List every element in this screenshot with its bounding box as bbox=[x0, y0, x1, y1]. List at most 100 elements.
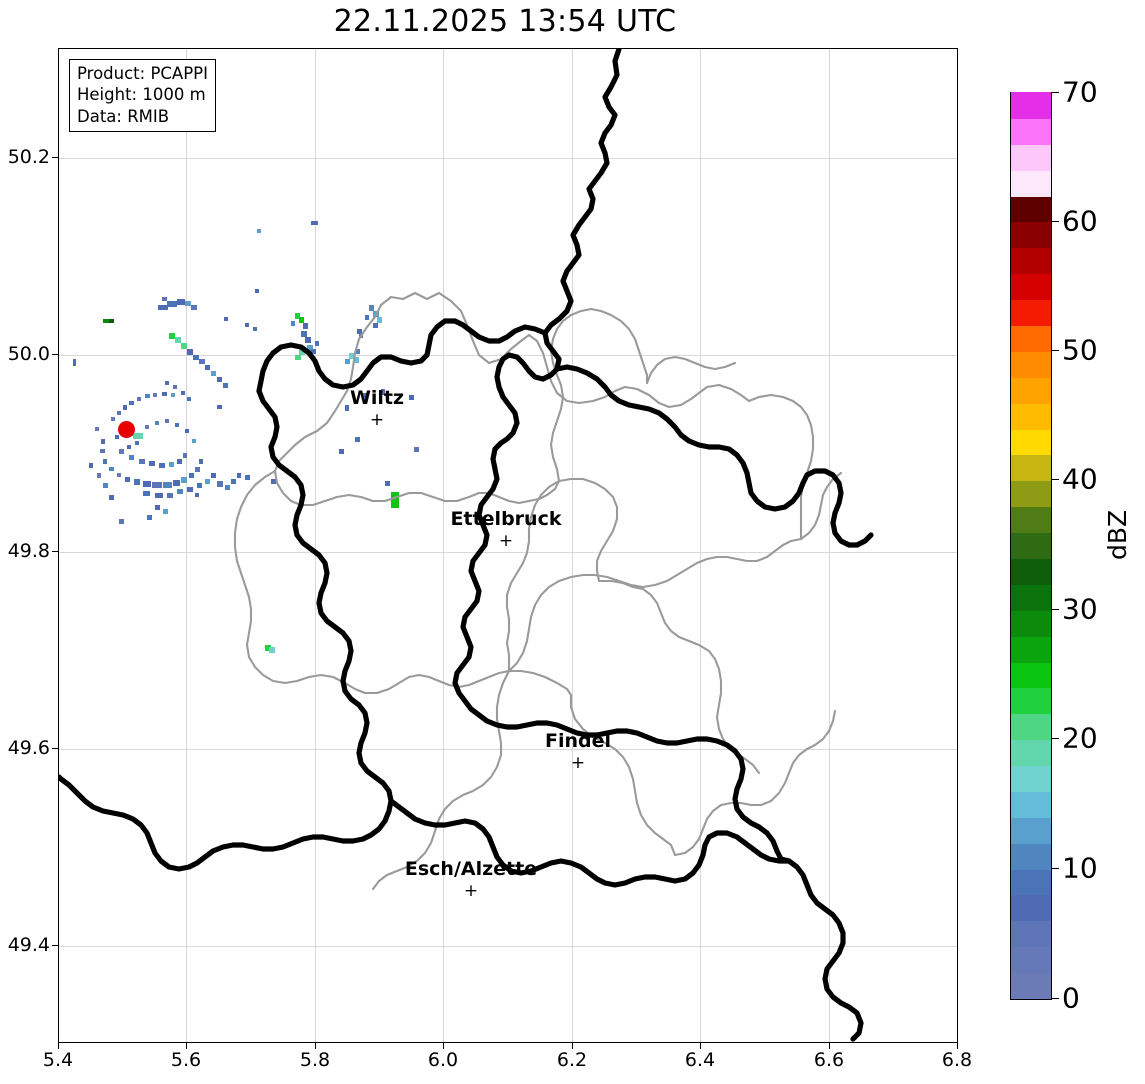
y-tick-mark bbox=[52, 551, 58, 552]
colorbar-tick-mark bbox=[1052, 221, 1059, 223]
colorbar-band bbox=[1011, 868, 1051, 896]
colorbar-band bbox=[1011, 713, 1051, 741]
map-geometry bbox=[59, 49, 874, 1042]
colorbar-tick-label: 60 bbox=[1062, 204, 1098, 238]
city-marker-icon: + bbox=[498, 531, 514, 551]
gridline-vertical bbox=[186, 49, 188, 1042]
gridline-vertical bbox=[443, 49, 445, 1042]
colorbar-band bbox=[1011, 790, 1051, 818]
x-tick-mark bbox=[572, 1043, 573, 1049]
colorbar-band bbox=[1011, 816, 1051, 844]
colorbar-band bbox=[1011, 687, 1051, 715]
colorbar-tick-mark bbox=[1052, 92, 1059, 94]
colorbar-band bbox=[1011, 842, 1051, 870]
colorbar-band bbox=[1011, 169, 1051, 197]
x-tick-mark bbox=[315, 1043, 316, 1049]
echo-clutter-cluster bbox=[89, 392, 241, 524]
info-product-line: Product: PCAPPI bbox=[77, 64, 208, 83]
colorbar-tick-mark bbox=[1052, 609, 1059, 611]
colorbar-tick-mark bbox=[1052, 998, 1059, 1000]
colorbar-tick-mark bbox=[1052, 350, 1059, 352]
colorbar-band bbox=[1011, 920, 1051, 948]
gridline-horizontal bbox=[59, 946, 957, 947]
y-tick-mark bbox=[52, 157, 58, 158]
echo-isolated-cell bbox=[385, 481, 399, 508]
echo-scattered bbox=[73, 221, 419, 653]
x-tick-label: 6.4 bbox=[684, 1049, 716, 1071]
city-label-ettelbruck: Ettelbruck + bbox=[451, 510, 562, 550]
x-tick-mark bbox=[443, 1043, 444, 1049]
colorbar-band bbox=[1011, 247, 1051, 275]
colorbar-band bbox=[1011, 739, 1051, 767]
x-tick-mark bbox=[829, 1043, 830, 1049]
gridline-vertical bbox=[314, 49, 316, 1042]
colorbar-band bbox=[1011, 221, 1051, 249]
gridline-horizontal bbox=[59, 749, 957, 750]
x-tick-label: 5.8 bbox=[299, 1049, 331, 1071]
colorbar-tick-label: 0 bbox=[1062, 981, 1080, 1015]
page-title: 22.11.2025 13:54 UTC bbox=[333, 4, 677, 39]
colorbar-band bbox=[1011, 583, 1051, 611]
y-tick-label: 50.2 bbox=[7, 146, 50, 168]
colorbar-tick-mark bbox=[1052, 738, 1059, 740]
colorbar-band bbox=[1011, 143, 1051, 171]
colorbar-tick-mark bbox=[1052, 868, 1059, 870]
colorbar-band bbox=[1011, 764, 1051, 792]
map-plot-area[interactable]: Product: PCAPPI Height: 1000 m Data: RMI… bbox=[58, 48, 958, 1043]
colorbar-band bbox=[1011, 273, 1051, 301]
colorbar-axis-label: dBZ bbox=[1103, 509, 1132, 560]
colorbar-tick-label: 40 bbox=[1062, 462, 1098, 496]
city-marker-icon: + bbox=[369, 410, 385, 430]
colorbar-band bbox=[1011, 195, 1051, 223]
x-tick-label: 5.4 bbox=[42, 1049, 74, 1071]
colorbar-tick-label: 70 bbox=[1062, 75, 1098, 109]
y-tick-label: 49.4 bbox=[7, 934, 50, 956]
colorbar-tick-mark bbox=[1052, 479, 1059, 481]
y-tick-mark bbox=[52, 354, 58, 355]
city-name: Ettelbruck bbox=[450, 508, 562, 530]
y-tick-mark bbox=[52, 945, 58, 946]
gridline-horizontal bbox=[59, 552, 957, 553]
x-tick-mark bbox=[58, 1043, 59, 1049]
colorbar-band bbox=[1011, 609, 1051, 637]
colorbar-band bbox=[1011, 117, 1051, 145]
x-tick-mark bbox=[700, 1043, 701, 1049]
city-name: Esch/Alzette bbox=[404, 858, 538, 880]
info-height-line: Height: 1000 m bbox=[77, 85, 206, 105]
colorbar-band bbox=[1011, 661, 1051, 689]
city-marker-icon: + bbox=[463, 881, 479, 901]
x-tick-label: 6.6 bbox=[813, 1049, 845, 1071]
colorbar-band bbox=[1011, 299, 1051, 326]
gridline-horizontal bbox=[59, 158, 957, 159]
colorbar-tick-label: 20 bbox=[1062, 721, 1098, 755]
info-data-line: Data: RMIB bbox=[77, 106, 170, 126]
city-name: Findel bbox=[544, 730, 612, 752]
x-tick-label: 6.2 bbox=[556, 1049, 588, 1071]
product-info-box: Product: PCAPPI Height: 1000 m Data: RMI… bbox=[69, 59, 216, 132]
colorbar-band bbox=[1011, 402, 1051, 430]
colorbar-band bbox=[1011, 894, 1051, 922]
colorbar-tick-label: 10 bbox=[1062, 851, 1098, 885]
y-tick-label: 49.6 bbox=[7, 737, 50, 759]
colorbar-band bbox=[1011, 376, 1051, 404]
city-label-wiltz: Wiltz + bbox=[350, 389, 404, 429]
colorbar-band bbox=[1011, 350, 1051, 378]
colorbar-band bbox=[1011, 506, 1051, 534]
city-label-esch-alzette: Esch/Alzette + bbox=[405, 860, 537, 900]
radar-echo-layer bbox=[73, 221, 419, 653]
gridline-vertical bbox=[571, 49, 573, 1042]
colorbar-tick-label: 30 bbox=[1062, 592, 1098, 626]
colorbar-band bbox=[1011, 324, 1051, 352]
colorbar-band bbox=[1011, 946, 1051, 974]
colorbar-band bbox=[1011, 454, 1051, 482]
y-tick-label: 50.0 bbox=[7, 343, 50, 365]
y-tick-label: 49.8 bbox=[7, 540, 50, 562]
colorbar-band bbox=[1011, 972, 1051, 999]
radar-station-marker[interactable] bbox=[118, 421, 135, 438]
colorbar[interactable] bbox=[1010, 91, 1052, 1000]
x-tick-mark bbox=[186, 1043, 187, 1049]
country-border bbox=[59, 49, 874, 1042]
x-tick-label: 6.8 bbox=[941, 1049, 973, 1071]
colorbar-band bbox=[1011, 557, 1051, 585]
